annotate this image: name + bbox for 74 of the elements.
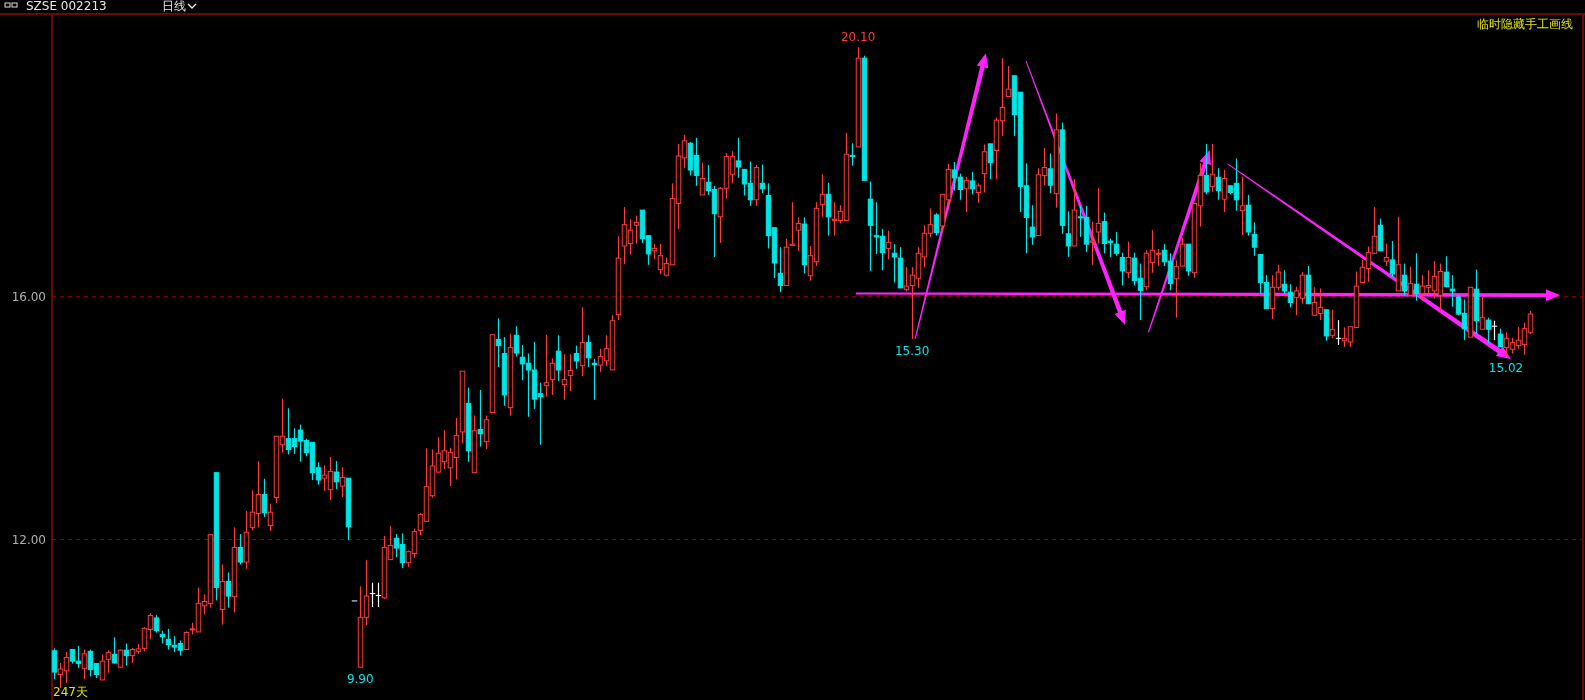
candlestick: [1239, 176, 1246, 236]
annotation: 15.02: [1488, 360, 1524, 375]
annotation: 247天: [53, 685, 88, 699]
candlestick: [51, 647, 58, 680]
candlestick: [1089, 221, 1096, 266]
candlestick: [1095, 187, 1102, 245]
candlestick: [237, 533, 244, 566]
candlestick: [777, 246, 784, 293]
candlestick: [1203, 143, 1210, 195]
candlestick: [579, 306, 586, 377]
candlestick: [825, 182, 832, 237]
annotation: 20.10: [840, 30, 876, 45]
candlestick: [81, 648, 88, 680]
candlestick: [1065, 210, 1072, 258]
candlestick: [1119, 252, 1126, 287]
candlestick: [1329, 309, 1336, 339]
candlestick: [1281, 269, 1288, 295]
candlestick: [585, 334, 592, 368]
candlestick: [1401, 262, 1408, 296]
y-tick-label: 16.00: [11, 289, 46, 304]
candlestick: [1215, 167, 1222, 201]
candlestick: [933, 212, 940, 237]
candlestick: [561, 353, 568, 401]
candlestick: [849, 142, 856, 167]
candlestick: [1485, 317, 1492, 344]
candlestick: [1389, 240, 1396, 278]
candlestick: [1383, 242, 1390, 267]
candlestick: [495, 317, 502, 368]
candlestick: [513, 325, 520, 358]
candlestick: [555, 334, 562, 382]
chart-title: SZSE 002213: [26, 0, 107, 13]
candlestick: [1407, 266, 1414, 296]
candlestick: [1113, 231, 1120, 257]
candlestick: [789, 201, 796, 246]
candlestick: [267, 503, 274, 532]
candlestick: [1029, 204, 1036, 246]
candlestick: [1047, 152, 1054, 194]
candlestick: [819, 173, 826, 218]
candlestick: [981, 143, 988, 194]
candlestick: [225, 571, 232, 609]
candlestick: [339, 466, 346, 498]
candlestick: [1497, 328, 1504, 348]
candlestick: [1287, 283, 1294, 308]
candlestick: [333, 460, 340, 490]
chart-subtitle: 日线: [162, 0, 186, 13]
candlestick: [969, 171, 976, 195]
candlestick: [543, 334, 550, 398]
candlestick: [99, 653, 106, 681]
candlestick: [483, 414, 490, 450]
candlestick: [885, 230, 892, 260]
candlestick: [633, 214, 640, 245]
annotation: 15.30: [894, 343, 930, 358]
candlestick: [1479, 296, 1486, 330]
candlestick: [1443, 255, 1450, 288]
candlestick: [699, 162, 706, 196]
candlestick: [183, 630, 190, 651]
candlestick: [111, 636, 118, 665]
candlestick: [735, 137, 742, 179]
candlestick: [567, 353, 574, 392]
candlestick: [105, 649, 112, 674]
candlestick: [1449, 274, 1456, 308]
candlestick: [795, 216, 802, 252]
candlestick: [1251, 221, 1258, 257]
annotation: 9.90: [346, 672, 374, 687]
y-tick-label: 12.00: [11, 532, 46, 547]
candlestick: [261, 478, 268, 518]
candlestick: [1209, 143, 1216, 193]
candlestick: [987, 143, 994, 180]
annotation: 临时隐藏手工画线: [1477, 17, 1573, 31]
candlestick: [1413, 252, 1420, 302]
candlestick: [591, 358, 598, 401]
candlestick: [1221, 169, 1228, 213]
candlestick: [1125, 241, 1132, 279]
candlestick: [975, 182, 982, 204]
